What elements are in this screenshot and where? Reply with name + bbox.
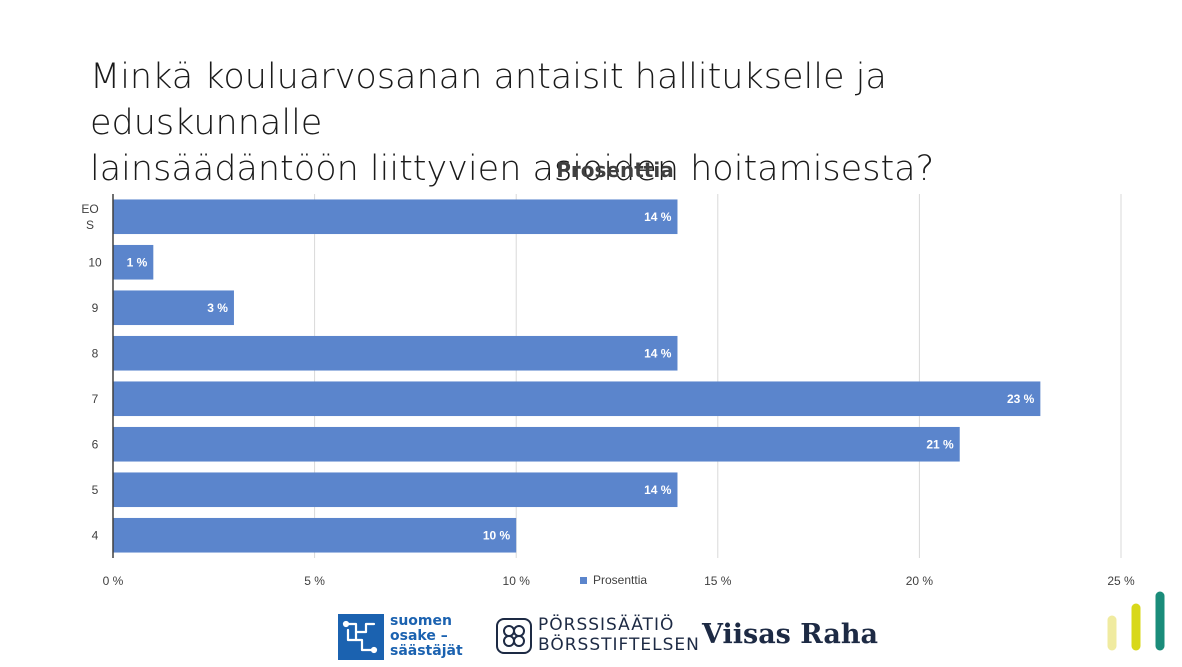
category-label: 6	[92, 437, 99, 451]
sponsor-logos: suomen osake – säästäjät PÖRSSISÄÄTIÖ BÖ…	[338, 612, 898, 662]
porssisaatio-emblem-icon	[496, 618, 532, 654]
legend-swatch	[580, 577, 587, 584]
category-label: 8	[92, 346, 99, 360]
category-label: 10	[88, 255, 102, 269]
data-label: 21 %	[926, 437, 954, 451]
porssi-line-1: PÖRSSISÄÄTIÖ	[538, 615, 675, 635]
x-tick-label: 25 %	[1107, 574, 1135, 588]
legend: Prosenttia	[580, 573, 647, 587]
bar	[113, 335, 678, 371]
x-tick-label: 15 %	[704, 574, 732, 588]
x-tick-label: 0 %	[103, 574, 124, 588]
suomen-osakesaastajat-logo: suomen osake – säästäjät	[338, 614, 482, 660]
porssisaatio-logo: PÖRSSISÄÄTIÖ BÖRSSTIFTELSEN	[496, 614, 699, 660]
data-label: 3 %	[207, 301, 228, 315]
category-label: 5	[92, 483, 99, 497]
category-label: 4	[92, 528, 99, 542]
decorative-bars-icon	[1107, 591, 1165, 651]
bar-chart: Prosenttia 14 % 1 % 3 % 14 % 23 % 21 % 14 % 10 …	[81, 158, 1135, 588]
porssisaatio-wordmark: PÖRSSISÄÄTIÖ BÖRSSTIFTELSEN	[538, 615, 700, 655]
tick-labels: 0 % 5 % 10 % 15 % 20 % 25 %	[103, 574, 1135, 588]
data-label: 23 %	[1007, 392, 1035, 406]
bar	[113, 290, 234, 326]
sos-line-1: suomen	[390, 613, 452, 629]
slide-title: Minkä kouluarvosanan antaisit hallitukse…	[90, 57, 935, 189]
x-tick-label: 10 %	[503, 574, 531, 588]
category-label: EO S	[81, 202, 98, 232]
sos-line-3: säästäjät	[390, 643, 463, 659]
legend-label: Prosenttia	[593, 573, 647, 587]
viisas-raha-logo: Viisas Raha	[702, 619, 878, 650]
data-label: 14 %	[644, 346, 672, 360]
data-label: 10 %	[483, 528, 511, 542]
category-label: 9	[92, 301, 99, 315]
bar	[113, 381, 1041, 417]
chart-title: Prosenttia	[556, 158, 673, 182]
bar	[113, 517, 517, 553]
data-label: 1 %	[127, 255, 148, 269]
bars: 14 % 1 % 3 % 14 % 23 % 21 % 14 % 10 %	[113, 199, 1041, 553]
category-labels: EO S 10 9 8 7 6 5 4	[81, 202, 102, 543]
x-tick-label: 5 %	[304, 574, 325, 588]
data-label: 14 %	[644, 483, 672, 497]
bar	[113, 472, 678, 508]
sos-wordmark: suomen osake – säästäjät	[390, 614, 482, 659]
sos-emblem-icon	[338, 614, 384, 660]
sos-line-2: osake –	[390, 628, 448, 644]
data-label: 14 %	[644, 210, 672, 224]
porssi-line-2: BÖRSSTIFTELSEN	[538, 635, 700, 655]
bar	[113, 244, 154, 280]
bar	[113, 426, 960, 462]
bar	[113, 199, 678, 235]
category-label: 7	[92, 392, 99, 406]
x-tick-label: 20 %	[906, 574, 934, 588]
